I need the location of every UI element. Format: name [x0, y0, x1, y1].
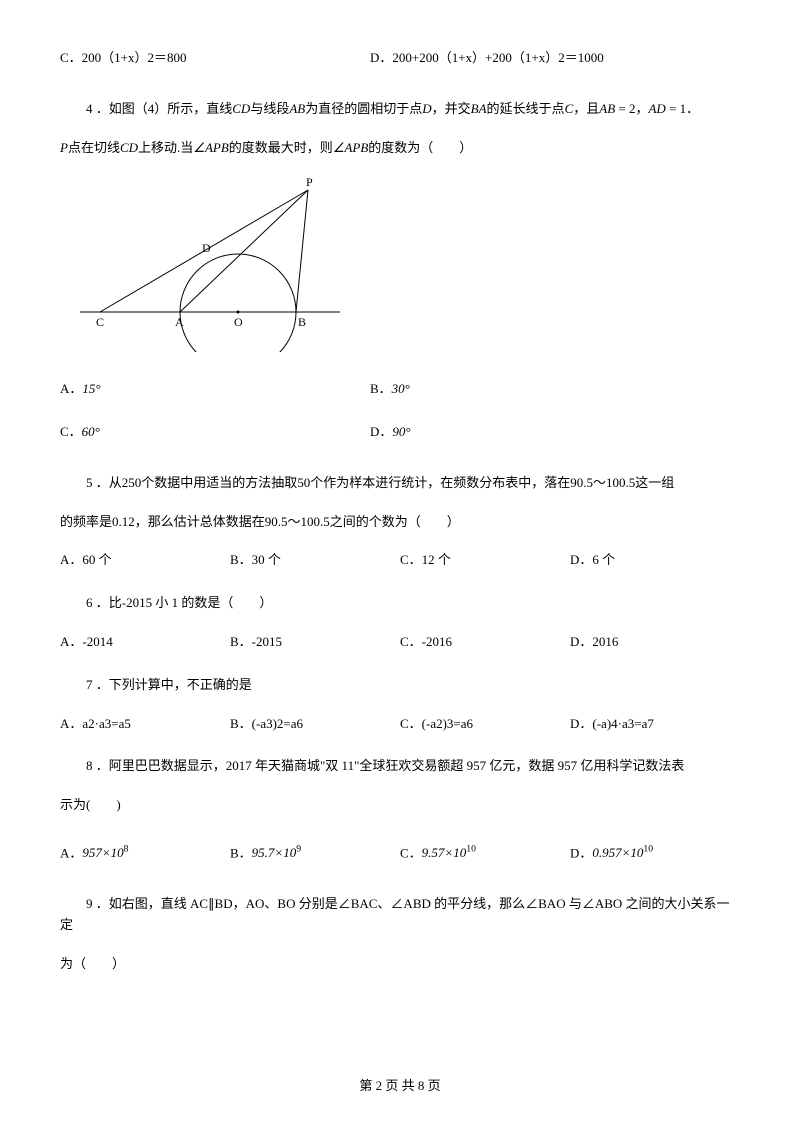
q8c-2: 10 — [466, 844, 476, 855]
q4-p3: 为直径的圆相切于点 — [305, 101, 422, 116]
q8-option-a: A．957×108 — [60, 842, 230, 864]
q8a-p: A． — [60, 845, 82, 860]
question-9-line1: 9 ．如右图，直线 AC∥BD，AO、BO 分别是∠BAC、∠ABD 的平分线，… — [60, 894, 740, 936]
q4-p4: ，并交 — [432, 101, 471, 116]
q4-option-b: B．30° — [370, 379, 680, 400]
label-D: D — [202, 241, 211, 255]
q4-d-v: 90° — [392, 424, 410, 439]
q8-option-c: C．9.57×1010 — [400, 842, 570, 864]
q8b-1: 95.7×10 — [252, 845, 297, 860]
geometry-figure: P D C A O B — [60, 172, 740, 359]
q4-l2a: 点在切线 — [68, 140, 120, 155]
q4-cd2: CD — [120, 140, 138, 155]
option-d: D．200+200（1+x）+200（1+x）2＝1000 — [370, 48, 604, 69]
q8c-p: C． — [400, 845, 422, 860]
q8-option-b: B．95.7×109 — [230, 842, 400, 864]
q8b-2: 9 — [296, 844, 301, 855]
question-8-line1: 8 ．阿里巴巴数据显示，2017 年天猫商城"双 11"全球狂欢交易额超 957… — [60, 756, 740, 777]
q4-p2: 与线段 — [250, 101, 289, 116]
label-A: A — [175, 315, 184, 329]
q4-d1: D — [422, 101, 431, 116]
q4-apb1: ∠APB — [193, 140, 228, 155]
q6-option-d: D．2016 — [570, 632, 740, 653]
question-6: 6 ．比-2015 小 1 的数是（ ） — [60, 593, 740, 614]
q6-option-a: A．-2014 — [60, 632, 230, 653]
q8d-1: 0.957×10 — [592, 845, 643, 860]
q8-option-d: D．0.957×1010 — [570, 842, 740, 864]
label-P: P — [306, 175, 313, 189]
q4-l2d: 的度数为（ ） — [368, 140, 472, 155]
q8d-p: D． — [570, 845, 592, 860]
q6-option-b: B．-2015 — [230, 632, 400, 653]
q4-cd1: CD — [232, 101, 250, 116]
q8d-2: 10 — [643, 844, 653, 855]
q7-option-d: D．(-a)4·a3=a7 — [570, 714, 740, 735]
label-C: C — [96, 315, 104, 329]
label-B: B — [298, 315, 306, 329]
q6-option-c: C．-2016 — [400, 632, 570, 653]
q4-eq2: = 2， — [615, 101, 648, 116]
q4-eq1: = 1． — [666, 101, 699, 116]
q4-l2c: 的度数最大时，则 — [229, 140, 333, 155]
question-4-line1: 4 ．如图（4）所示，直线CD与线段AB为直径的圆相切于点D，并交BA的延长线于… — [60, 99, 740, 120]
q4-P: P — [60, 140, 68, 155]
q4-ad1: AD — [648, 101, 665, 116]
q8b-p: B． — [230, 845, 252, 860]
q8c-1: 9.57×10 — [422, 845, 467, 860]
q7-option-c: C．(-a2)3=a6 — [400, 714, 570, 735]
q4-c-v: 60° — [82, 424, 100, 439]
question-5-line2: 的频率是0.12，那么估计总体数据在90.5～100.5之间的个数为（ ） — [60, 512, 740, 533]
label-O: O — [234, 315, 243, 329]
q4-c-p: C． — [60, 424, 82, 439]
q4-p1: 4 ．如图（4）所示，直线 — [86, 101, 232, 116]
q4-option-d: D．90° — [370, 422, 680, 443]
q5-option-b: B．30 个 — [230, 550, 400, 571]
question-9-line2: 为（ ） — [60, 954, 740, 975]
q4-ab1: AB — [289, 101, 305, 116]
q7-option-b: B．(-a3)2=a6 — [230, 714, 400, 735]
q8a-2: 8 — [124, 844, 129, 855]
q4-b-p: B． — [370, 381, 392, 396]
q5-option-d: D．6 个 — [570, 550, 740, 571]
q4-a-v: 15° — [82, 381, 100, 396]
q4-l2b: 上移动.当 — [138, 140, 193, 155]
question-4-line2: P点在切线CD上移动.当∠APB的度数最大时，则∠APB的度数为（ ） — [60, 138, 740, 159]
q4-a-p: A． — [60, 381, 82, 396]
question-5-line1: 5 ．从250个数据中用适当的方法抽取50个作为样本进行统计，在频数分布表中，落… — [60, 473, 740, 494]
q4-p5: 的延长线于点 — [487, 101, 565, 116]
q5-option-a: A．60 个 — [60, 550, 230, 571]
q4-c1: C — [565, 101, 574, 116]
q4-b-v: 30° — [392, 381, 410, 396]
q4-p6: ，且 — [573, 101, 599, 116]
question-8-line2: 示为( ) — [60, 795, 740, 816]
q4-ab2: AB — [599, 101, 615, 116]
q4-option-a: A．15° — [60, 379, 370, 400]
q4-apb2: ∠APB — [333, 140, 368, 155]
q5-option-c: C．12 个 — [400, 550, 570, 571]
q4-d-p: D． — [370, 424, 392, 439]
page-footer: 第 2 页 共 8 页 — [0, 1076, 800, 1097]
q7-option-a: A．a2·a3=a5 — [60, 714, 230, 735]
option-c: C．200（1+x）2＝800 — [60, 48, 370, 69]
question-7: 7 ．下列计算中，不正确的是 — [60, 675, 740, 696]
q8a-1: 957×10 — [82, 845, 123, 860]
q4-option-c: C．60° — [60, 422, 370, 443]
q4-ba1: BA — [471, 101, 487, 116]
